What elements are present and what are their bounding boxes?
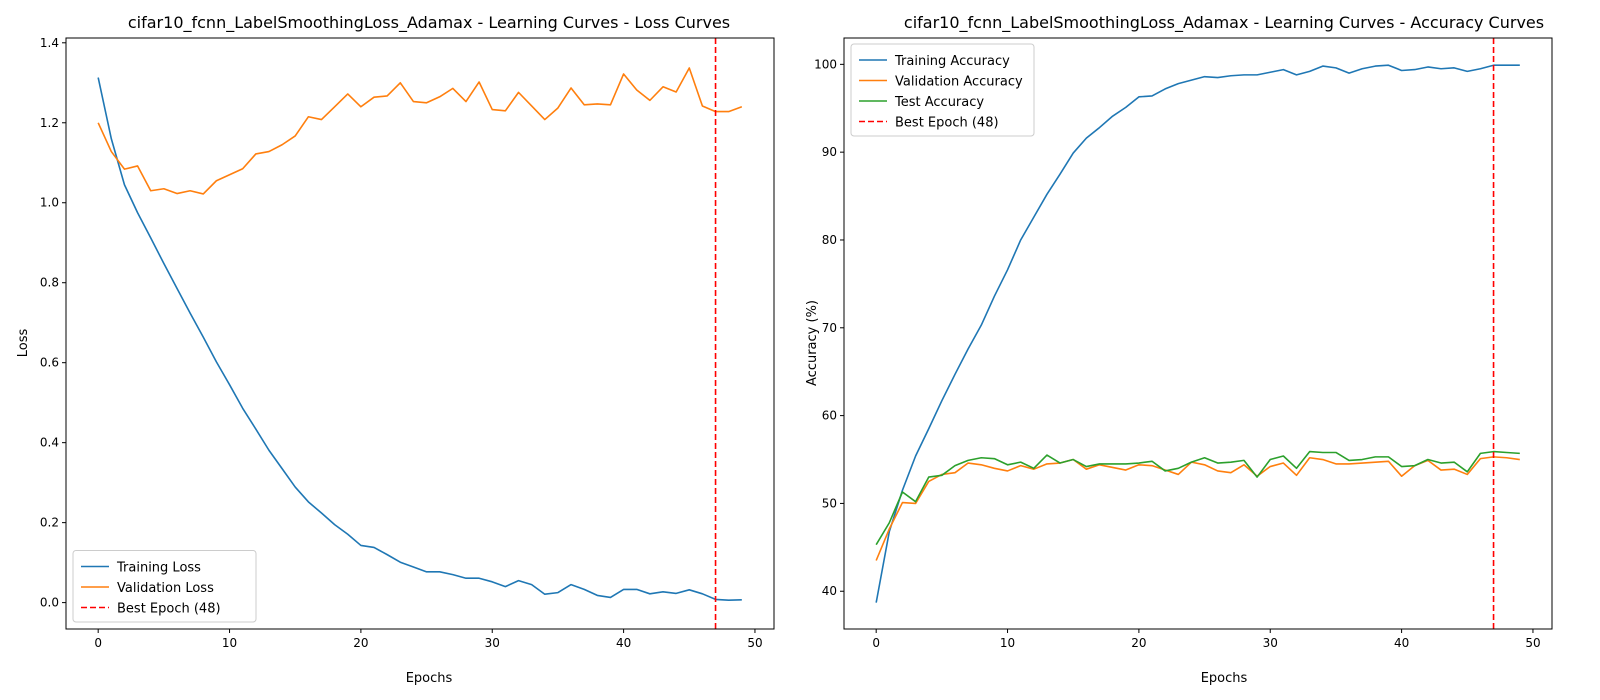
accuracy-y-tick-label: 100 bbox=[814, 57, 837, 71]
loss-legend-box bbox=[72, 550, 257, 623]
loss-legend: Training Loss Validation Loss Best Epoch (… bbox=[72, 550, 257, 623]
accuracy-y-tick-label: 90 bbox=[822, 145, 837, 159]
accuracy-legend-label-validation-accuracy: Validation Accuracy bbox=[895, 75, 1023, 90]
loss-x-tick-label: 0 bbox=[94, 636, 102, 650]
loss-legend-label-validation-loss: Validation Loss bbox=[117, 581, 214, 596]
loss-chart: cifar10_fcnn_LabelSmoothingLoss_Adamax -… bbox=[16, 13, 775, 686]
loss-x-axis-label: Epochs bbox=[406, 671, 453, 686]
loss-plot-area bbox=[97, 38, 743, 629]
loss-series-training-loss bbox=[97, 77, 742, 602]
loss-y-tick-label: 0.0 bbox=[40, 596, 59, 610]
accuracy-series-test-accuracy bbox=[875, 450, 1520, 546]
accuracy-axes-frame bbox=[843, 37, 1553, 630]
loss-y-axis-label: Loss bbox=[16, 329, 31, 358]
loss-x-tick-label: 30 bbox=[485, 636, 500, 650]
loss-chart-title: cifar10_fcnn_LabelSmoothingLoss_Adamax -… bbox=[128, 13, 730, 33]
loss-y-tick-label: 1.0 bbox=[40, 196, 59, 210]
accuracy-legend: Training Accuracy Validation Accuracy Test… bbox=[850, 43, 1035, 137]
loss-y-tick-label: 0.2 bbox=[40, 516, 59, 530]
loss-series-validation-loss bbox=[97, 67, 743, 195]
loss-ticks: 0 10 20 30 40 50 0.0 0.2 0.4 0.6 0.8 1.0 1.2 1.4 bbox=[40, 36, 763, 650]
accuracy-ticks: 0 10 20 30 40 50 40 50 60 70 80 90 100 bbox=[814, 57, 1541, 650]
accuracy-x-tick-label: 20 bbox=[1131, 636, 1146, 650]
accuracy-series-training-accuracy bbox=[875, 64, 1520, 603]
accuracy-x-axis-label: Epochs bbox=[1201, 671, 1248, 686]
loss-x-tick-label: 10 bbox=[222, 636, 237, 650]
loss-y-tick-label: 0.8 bbox=[40, 276, 59, 290]
accuracy-y-tick-label: 60 bbox=[822, 409, 837, 423]
loss-y-tick-label: 1.4 bbox=[40, 36, 59, 50]
loss-y-tick-label: 1.2 bbox=[40, 116, 59, 130]
accuracy-x-tick-label: 0 bbox=[872, 636, 880, 650]
accuracy-y-tick-label: 50 bbox=[822, 496, 837, 510]
accuracy-legend-label-best-epoch-48: Best Epoch (48) bbox=[895, 116, 999, 131]
loss-y-tick-label: 0.6 bbox=[40, 356, 59, 370]
loss-x-tick-label: 20 bbox=[353, 636, 368, 650]
loss-legend-label-best-epoch-48: Best Epoch (48) bbox=[117, 602, 221, 617]
accuracy-y-tick-label: 40 bbox=[822, 584, 837, 598]
accuracy-legend-box bbox=[850, 43, 1035, 137]
accuracy-legend-label-test-accuracy: Test Accuracy bbox=[894, 95, 984, 110]
accuracy-legend-label-training-accuracy: Training Accuracy bbox=[894, 54, 1010, 69]
accuracy-x-tick-label: 10 bbox=[1000, 636, 1015, 650]
accuracy-y-tick-label: 80 bbox=[822, 233, 837, 247]
accuracy-plot-area bbox=[875, 38, 1520, 629]
accuracy-x-tick-label: 50 bbox=[1525, 636, 1540, 650]
accuracy-y-tick-label: 70 bbox=[822, 321, 837, 335]
accuracy-x-tick-label: 40 bbox=[1394, 636, 1409, 650]
accuracy-series-validation-accuracy bbox=[875, 456, 1520, 561]
loss-legend-label-training-loss: Training Loss bbox=[116, 561, 201, 576]
accuracy-chart-title: cifar10_fcnn_LabelSmoothingLoss_Adamax -… bbox=[904, 13, 1544, 33]
accuracy-y-axis-label: Accuracy (%) bbox=[805, 300, 820, 386]
accuracy-chart: cifar10_fcnn_LabelSmoothingLoss_Adamax -… bbox=[805, 13, 1553, 686]
loss-y-tick-label: 0.4 bbox=[40, 436, 59, 450]
accuracy-x-tick-label: 30 bbox=[1263, 636, 1278, 650]
loss-axes-frame bbox=[65, 37, 775, 630]
loss-x-tick-label: 40 bbox=[616, 636, 631, 650]
loss-x-tick-label: 50 bbox=[747, 636, 762, 650]
